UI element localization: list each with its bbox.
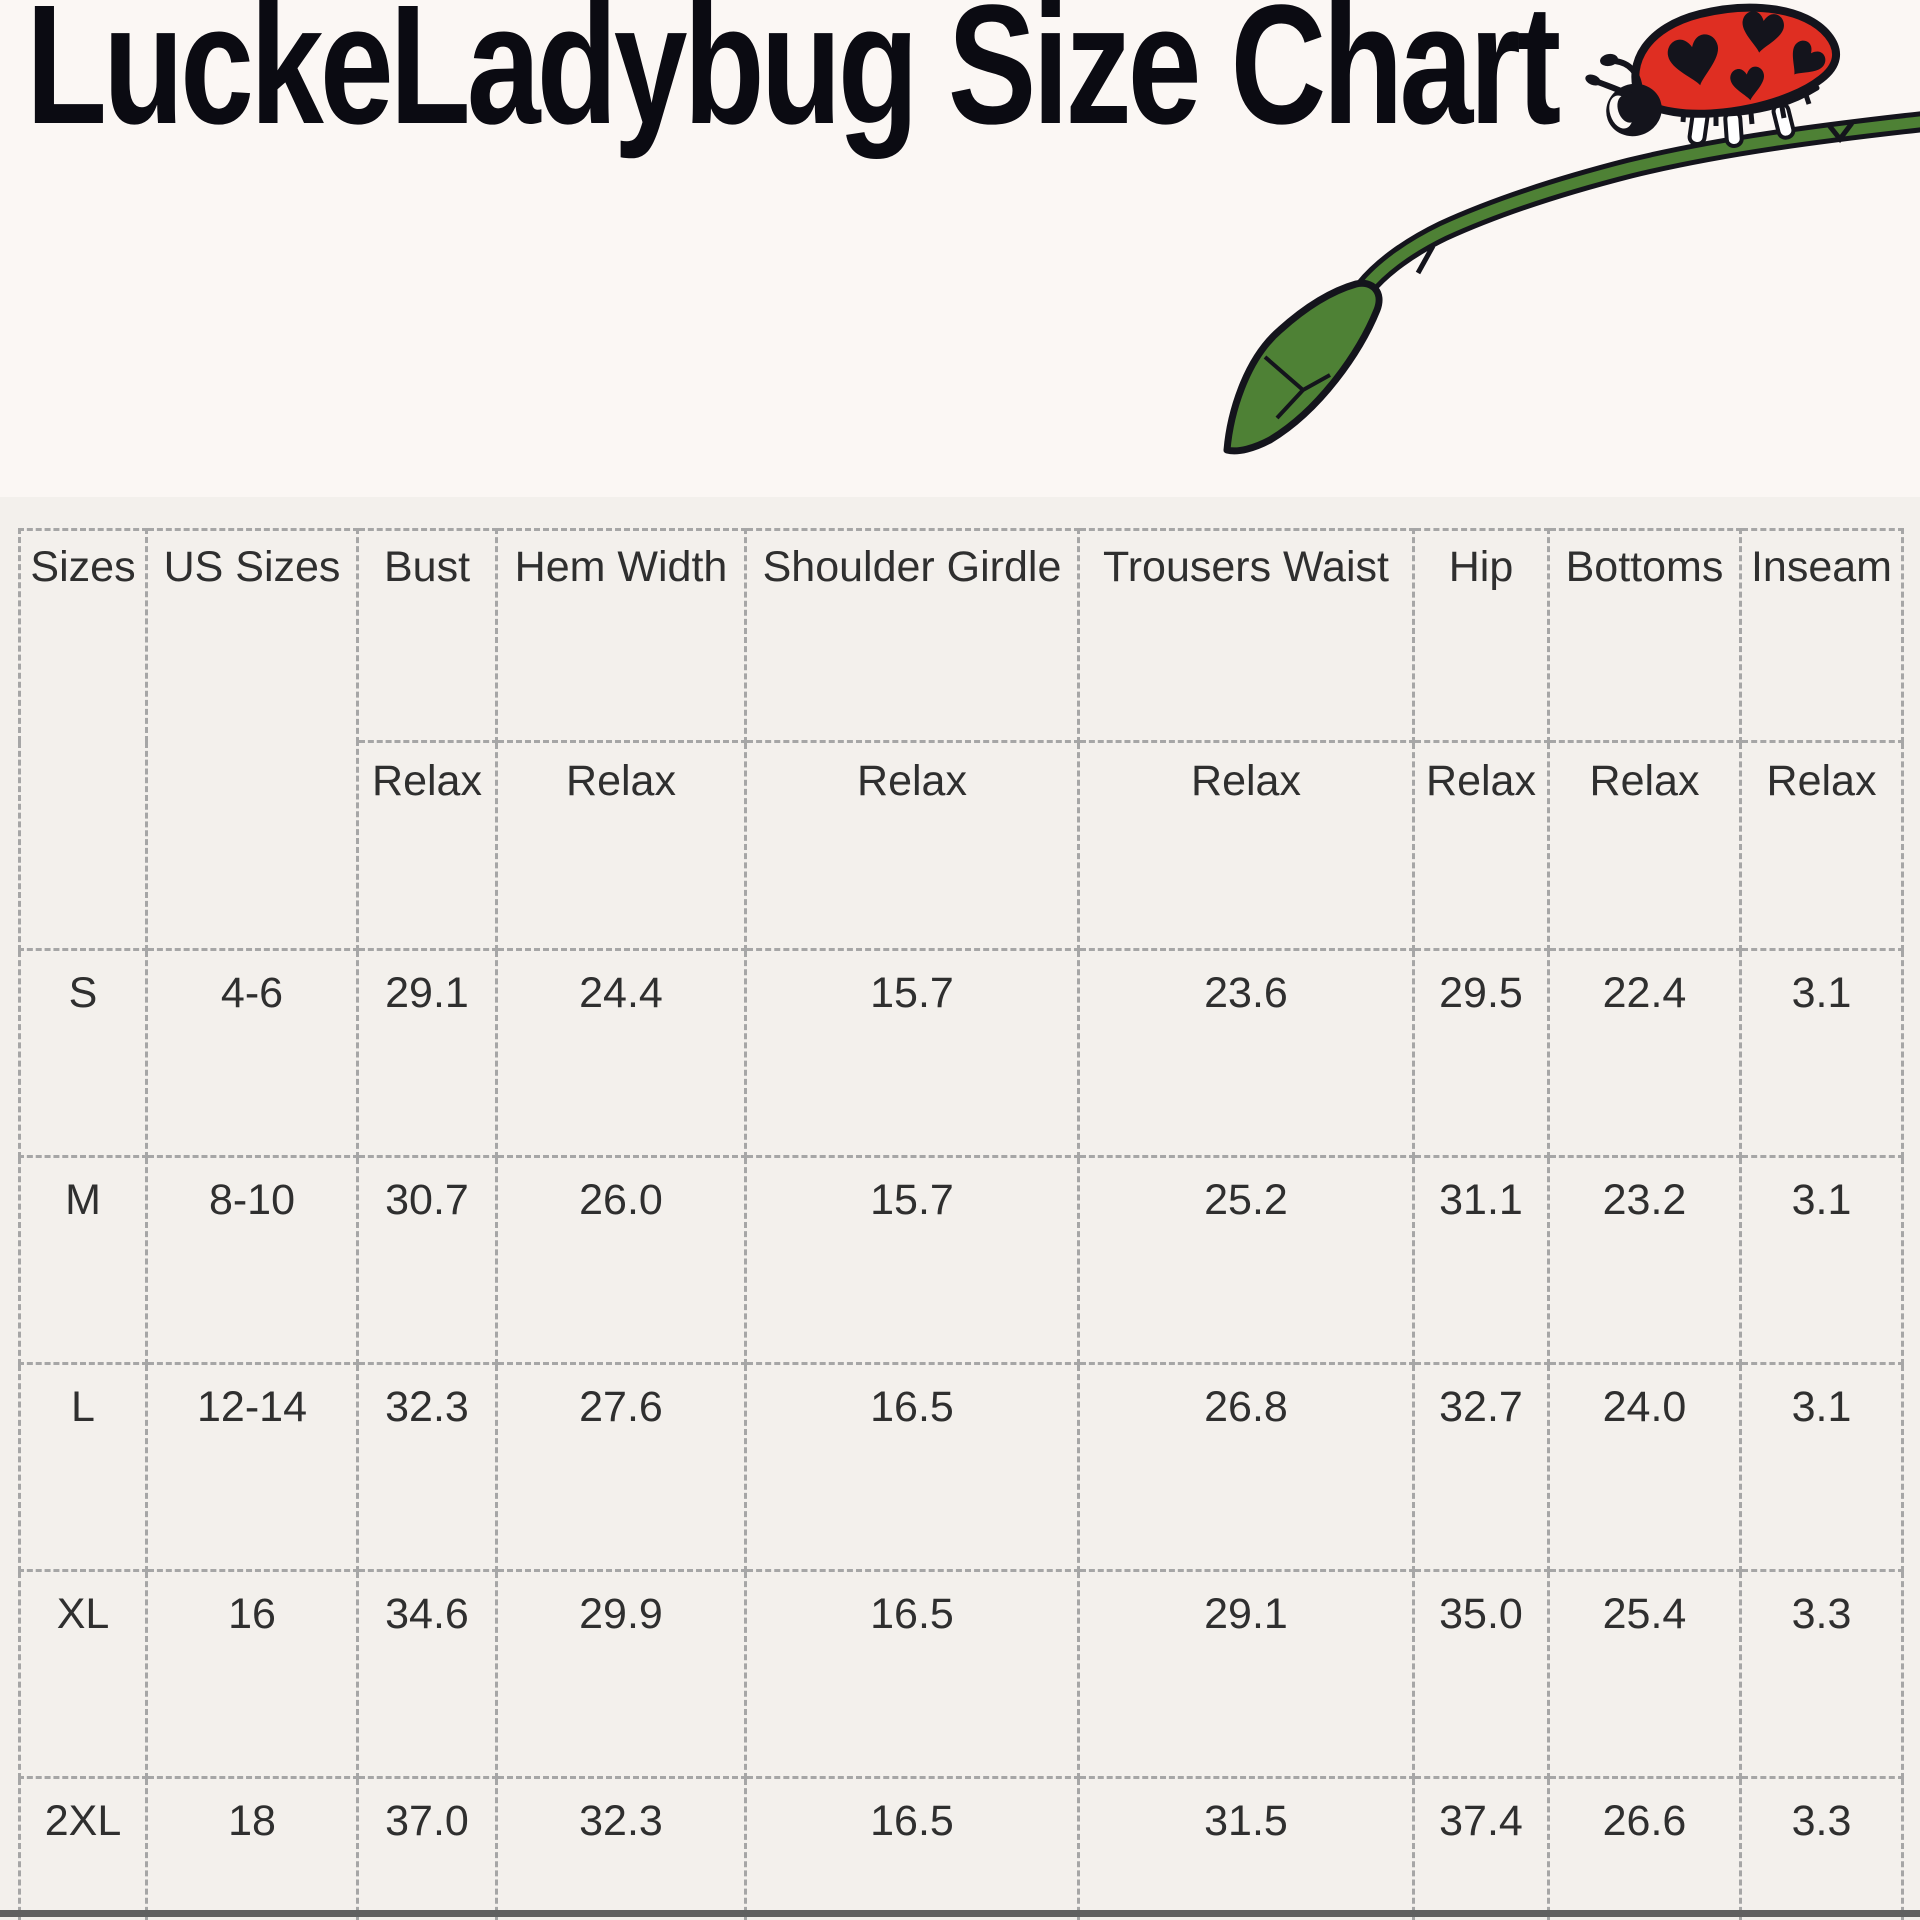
fit-label-inseam: Relax bbox=[1739, 740, 1904, 951]
measurement-cell: 32.7 bbox=[1412, 1362, 1550, 1572]
us-size-cell: 4-6 bbox=[145, 948, 359, 1158]
measurement-cell: 37.4 bbox=[1412, 1776, 1550, 1920]
measurement-cell: 26.0 bbox=[495, 1155, 747, 1365]
ladybug-icon bbox=[1585, 3, 1840, 148]
size-row-xl: XL 16 34.6 29.9 16.5 29.1 35.0 25.4 3.3 bbox=[18, 1569, 1904, 1779]
size-chart-zone: Sizes US Sizes Bust Hem Width Shoulder G… bbox=[0, 497, 1920, 1920]
page-title: LuckeLadybug Size Chart bbox=[26, 0, 1561, 160]
size-cell: L bbox=[18, 1362, 148, 1572]
fit-label-bottoms: Relax bbox=[1547, 740, 1742, 951]
measurement-cell: 27.6 bbox=[495, 1362, 747, 1572]
measurement-cell: 23.6 bbox=[1077, 948, 1415, 1158]
leaf bbox=[1223, 279, 1383, 455]
ladybug-on-leaf-icon bbox=[1223, 3, 1920, 455]
col-header-hem-width: Hem Width bbox=[495, 528, 747, 743]
size-cell: M bbox=[18, 1155, 148, 1365]
ladybug-head bbox=[1606, 83, 1662, 137]
fit-label-trousers-waist: Relax bbox=[1077, 740, 1415, 951]
measurement-cell: 35.0 bbox=[1412, 1569, 1550, 1779]
fit-label-bust: Relax bbox=[356, 740, 498, 951]
col-header-shoulder-girdle: Shoulder Girdle bbox=[744, 528, 1080, 743]
size-row-s: S 4-6 29.1 24.4 15.7 23.6 29.5 22.4 3.1 bbox=[18, 948, 1904, 1158]
measurement-cell: 29.1 bbox=[356, 948, 498, 1158]
measurement-cell: 37.0 bbox=[356, 1776, 498, 1920]
size-cell: XL bbox=[18, 1569, 148, 1779]
size-chart-table: Sizes US Sizes Bust Hem Width Shoulder G… bbox=[18, 528, 1904, 1920]
us-size-cell: 18 bbox=[145, 1776, 359, 1920]
measurement-cell: 3.3 bbox=[1739, 1569, 1904, 1779]
bottom-edge-line bbox=[0, 1910, 1920, 1917]
measurement-cell: 3.1 bbox=[1739, 1362, 1904, 1572]
measurement-cell: 22.4 bbox=[1547, 948, 1742, 1158]
measurement-cell: 31.1 bbox=[1412, 1155, 1550, 1365]
measurement-cell: 29.5 bbox=[1412, 948, 1550, 1158]
measurement-cell: 25.4 bbox=[1547, 1569, 1742, 1779]
measurement-cell: 16.5 bbox=[744, 1569, 1080, 1779]
col-header-hip: Hip bbox=[1412, 528, 1550, 743]
measurement-cell: 30.7 bbox=[356, 1155, 498, 1365]
measurement-cell: 29.9 bbox=[495, 1569, 747, 1779]
col-header-trousers-waist: Trousers Waist bbox=[1077, 528, 1415, 743]
measurement-cell: 25.2 bbox=[1077, 1155, 1415, 1365]
measurement-cell: 26.6 bbox=[1547, 1776, 1742, 1920]
size-cell: S bbox=[18, 948, 148, 1158]
fit-label-hem-width: Relax bbox=[495, 740, 747, 951]
measurement-cell: 16.5 bbox=[744, 1776, 1080, 1920]
us-size-cell: 8-10 bbox=[145, 1155, 359, 1365]
measurement-cell: 29.1 bbox=[1077, 1569, 1415, 1779]
size-cell: 2XL bbox=[18, 1776, 148, 1920]
header-row: Sizes US Sizes Bust Hem Width Shoulder G… bbox=[18, 528, 1904, 951]
col-header-sizes: Sizes bbox=[18, 528, 148, 951]
measurement-cell: 3.1 bbox=[1739, 948, 1904, 1158]
ladybug-shell bbox=[1631, 3, 1840, 118]
fit-label-hip: Relax bbox=[1412, 740, 1550, 951]
us-size-cell: 16 bbox=[145, 1569, 359, 1779]
measurement-cell: 34.6 bbox=[356, 1569, 498, 1779]
col-header-bottoms: Bottoms bbox=[1547, 528, 1742, 743]
measurement-cell: 15.7 bbox=[744, 1155, 1080, 1365]
measurement-cell: 24.0 bbox=[1547, 1362, 1742, 1572]
col-header-bust: Bust bbox=[356, 528, 498, 743]
measurement-cell: 32.3 bbox=[356, 1362, 498, 1572]
measurement-cell: 24.4 bbox=[495, 948, 747, 1158]
size-row-2xl: 2XL 18 37.0 32.3 16.5 31.5 37.4 26.6 3.3 bbox=[18, 1776, 1904, 1920]
measurement-cell: 3.3 bbox=[1739, 1776, 1904, 1920]
size-row-l: L 12-14 32.3 27.6 16.5 26.8 32.7 24.0 3.… bbox=[18, 1362, 1904, 1572]
measurement-cell: 3.1 bbox=[1739, 1155, 1904, 1365]
leaf-stem bbox=[1354, 111, 1920, 299]
measurement-cell: 15.7 bbox=[744, 948, 1080, 1158]
measurement-cell: 32.3 bbox=[495, 1776, 747, 1920]
measurement-cell: 16.5 bbox=[744, 1362, 1080, 1572]
us-size-cell: 12-14 bbox=[145, 1362, 359, 1572]
col-header-inseam: Inseam bbox=[1739, 528, 1904, 743]
measurement-cell: 31.5 bbox=[1077, 1776, 1415, 1920]
measurement-cell: 26.8 bbox=[1077, 1362, 1415, 1572]
fit-label-shoulder-girdle: Relax bbox=[744, 740, 1080, 951]
col-header-us-sizes: US Sizes bbox=[145, 528, 359, 951]
ladybug-antennae bbox=[1585, 53, 1643, 99]
fit-row: Relax Relax Relax Relax Relax Relax Rela… bbox=[20, 740, 1904, 951]
size-row-m: M 8-10 30.7 26.0 15.7 25.2 31.1 23.2 3.1 bbox=[18, 1155, 1904, 1365]
measurement-cell: 23.2 bbox=[1547, 1155, 1742, 1365]
